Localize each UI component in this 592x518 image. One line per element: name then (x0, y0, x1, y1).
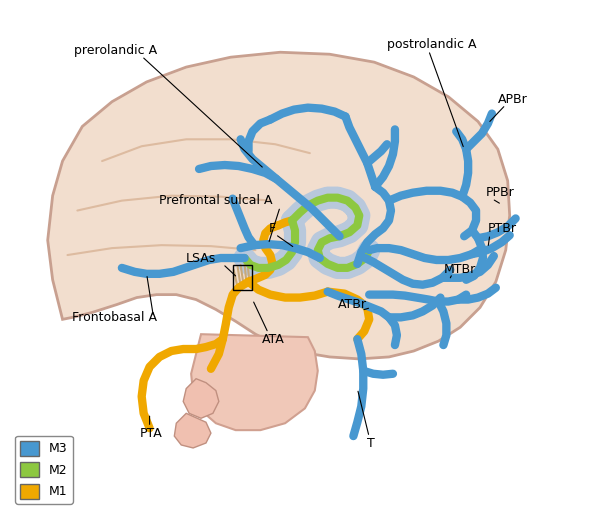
Text: postrolandic A: postrolandic A (387, 38, 477, 51)
Legend: M3, M2, M1: M3, M2, M1 (15, 436, 73, 504)
Text: Frontobasal A: Frontobasal A (72, 311, 157, 324)
Text: T: T (367, 437, 375, 450)
Text: PTBr: PTBr (488, 222, 517, 235)
Text: LSAs: LSAs (186, 252, 217, 265)
Text: Prefrontal sulcal A: Prefrontal sulcal A (159, 194, 273, 207)
Text: F: F (268, 222, 275, 235)
Text: APBr: APBr (498, 93, 527, 106)
Text: MTBr: MTBr (443, 263, 475, 277)
Text: ATBr: ATBr (337, 298, 366, 311)
Polygon shape (174, 413, 211, 448)
Polygon shape (191, 334, 318, 430)
Polygon shape (183, 379, 219, 418)
Polygon shape (48, 52, 510, 359)
Text: ATA: ATA (262, 333, 285, 346)
Text: prerolandic A: prerolandic A (75, 44, 157, 57)
Text: PTA: PTA (140, 427, 162, 440)
Text: PPBr: PPBr (486, 186, 514, 199)
